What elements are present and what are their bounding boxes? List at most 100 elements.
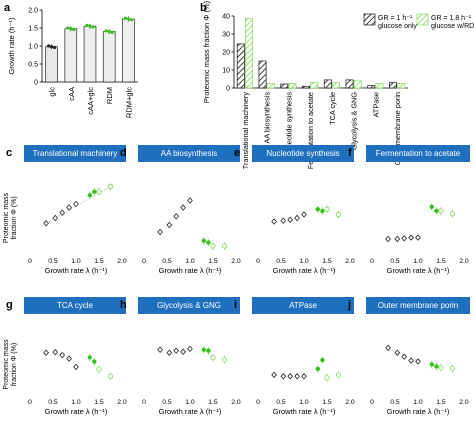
data-point-glucose-only xyxy=(280,217,287,224)
panel-f: Fermentation to acetate 0 0.5 1.0 1.5 2.0 Grow… xyxy=(366,145,470,275)
data-point-rdm xyxy=(324,206,330,212)
x-tick-label: 2.0 xyxy=(231,399,241,406)
panel-d: AA biosynthesis 0 0.5 1.0 1.5 2.0 Growth rate … xyxy=(138,145,241,275)
y-tick-label: 10 xyxy=(222,68,230,75)
data-point-rdm xyxy=(315,207,320,212)
replicate-point xyxy=(126,17,130,21)
legend-line: glucose w/RDM xyxy=(431,23,474,30)
x-tick-label: 0.5 xyxy=(390,399,400,406)
panel-letter-f: f xyxy=(348,147,352,159)
data-point-glucose-only xyxy=(173,347,180,354)
category-label: Outer membrane porin xyxy=(393,92,402,165)
bar-glucose-rdm xyxy=(375,83,384,89)
category-label: ATPase xyxy=(371,92,380,117)
x-tick-label: 0 xyxy=(370,399,374,406)
replicate-point xyxy=(85,23,89,27)
category-label: cAA+glc xyxy=(86,87,95,115)
bar xyxy=(102,31,116,83)
replicate-point xyxy=(50,45,54,49)
data-point-glucose-only xyxy=(385,344,391,351)
x-tick-label: 1.5 xyxy=(322,258,332,265)
x-tick-label: 2.0 xyxy=(345,258,355,265)
panel-title: Translational machinery xyxy=(33,149,118,158)
data-point-rdm xyxy=(92,189,97,194)
data-point-glucose-only xyxy=(415,234,421,241)
data-point-glucose-only xyxy=(301,211,307,218)
data-point-rdm xyxy=(206,348,211,353)
title-banner xyxy=(138,297,240,314)
x-axis-label: Growth rate λ (h⁻¹) xyxy=(45,407,108,416)
panel-h: Glycolysis & GNG 0 0.5 1.0 1.5 2.0 Growth rate… xyxy=(138,297,241,416)
x-tick-label: 2.0 xyxy=(345,399,355,406)
data-point-glucose-only xyxy=(59,351,66,359)
x-tick-label: 0 xyxy=(28,258,32,265)
x-tick-label: 2.0 xyxy=(117,399,127,406)
x-axis-label: Growth rate λ (h⁻¹) xyxy=(387,407,450,416)
data-point-rdm xyxy=(335,211,342,218)
x-tick-label: 1.0 xyxy=(71,399,81,406)
data-point-rdm xyxy=(449,211,456,217)
replicate-point xyxy=(107,30,111,34)
x-tick-label: 2.0 xyxy=(459,399,469,406)
title-banner xyxy=(252,145,354,162)
data-point-rdm xyxy=(92,359,97,364)
data-point-glucose-only xyxy=(166,349,173,356)
replicate-point xyxy=(110,30,114,34)
data-point-glucose-only xyxy=(301,373,307,380)
y-tick-label: 1.0 xyxy=(28,44,38,51)
panel-letter-c: c xyxy=(6,147,12,159)
data-point-rdm xyxy=(434,208,439,214)
x-tick-label: 1.0 xyxy=(299,399,309,406)
data-point-rdm xyxy=(87,355,93,360)
fit-line xyxy=(45,186,111,224)
data-point-rdm xyxy=(320,208,325,214)
panel-a: Growth rate (h⁻¹) 0 0.5 1.0 1.5 2.0 glc cAA cAA+… xyxy=(7,8,138,118)
bar-glucose-rdm xyxy=(245,18,253,89)
data-point-rdm xyxy=(221,356,228,363)
y-tick-label: 1.5 xyxy=(28,26,38,33)
x-tick-label: 0.5 xyxy=(48,258,58,265)
data-point-rdm xyxy=(438,208,444,214)
y-label-line: Proteomic mass xyxy=(3,339,10,390)
x-axis-label: Growth rate λ (h⁻¹) xyxy=(159,266,222,275)
x-axis-label: Growth rate λ (h⁻¹) xyxy=(273,407,336,416)
bar-glucose-rdm xyxy=(266,83,275,89)
data-point-glucose-only xyxy=(408,357,414,364)
data-point-rdm xyxy=(96,189,102,195)
bar-glucose-only xyxy=(323,79,332,89)
y-tick-label: 20 xyxy=(222,50,230,57)
data-point-glucose-only xyxy=(59,209,66,216)
x-tick-label: 0.5 xyxy=(162,258,172,265)
x-tick-label: 1.5 xyxy=(436,258,446,265)
x-tick-label: 1.0 xyxy=(71,258,81,265)
bar-glucose-only xyxy=(258,60,267,89)
x-tick-label: 0 xyxy=(142,399,146,406)
panel-title: ATPase xyxy=(289,301,317,310)
data-point-rdm xyxy=(206,240,211,245)
y-tick-label: 30 xyxy=(222,32,230,39)
panel-letter-j: j xyxy=(347,299,351,311)
replicate-point xyxy=(66,26,70,30)
bar-glucose-only xyxy=(280,83,289,89)
x-axis-label: Growth rate λ (h⁻¹) xyxy=(159,407,222,416)
x-tick-label: 0 xyxy=(370,258,374,265)
y-tick-label: 0 xyxy=(226,86,230,93)
category-label: cAA xyxy=(67,87,76,101)
data-point-glucose-only xyxy=(287,216,294,223)
panel-j: Outer membrane porin 0 0.5 1.0 1.5 2.0 Growth … xyxy=(366,297,470,416)
x-tick-label: 2.0 xyxy=(231,258,241,265)
data-point-glucose-only xyxy=(271,371,277,379)
data-point-glucose-only xyxy=(294,214,300,222)
category-label: Glycolysis & GNG xyxy=(350,92,359,151)
bar-glucose-only xyxy=(389,82,397,89)
data-point-rdm xyxy=(429,204,434,209)
replicate-point xyxy=(53,45,57,50)
data-point-glucose-only xyxy=(394,349,401,356)
x-tick-label: 1.0 xyxy=(185,258,195,265)
x-tick-label: 1.5 xyxy=(94,258,104,265)
x-tick-label: 0.5 xyxy=(276,399,286,406)
legend-line: GR = 1.8 h⁻¹ xyxy=(431,15,472,22)
legend-label-glucose-only: GR = 1 h⁻¹ glucose only xyxy=(378,15,417,30)
panel-title: Fermentation to acetate xyxy=(376,149,461,158)
x-tick-label: 1.0 xyxy=(413,399,423,406)
